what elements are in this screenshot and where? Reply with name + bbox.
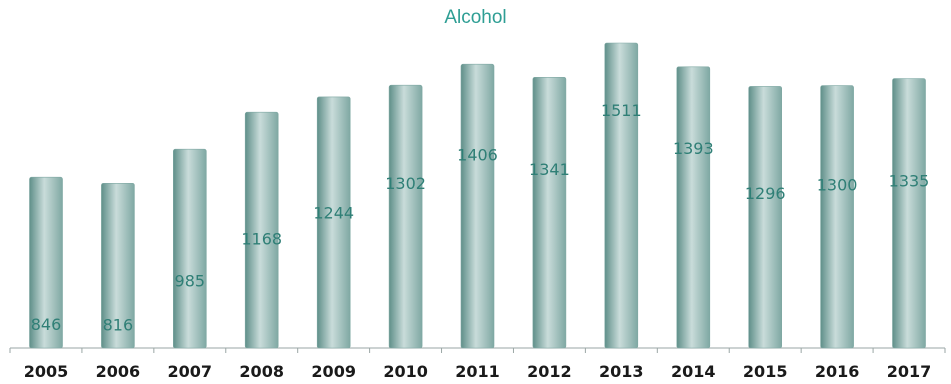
x-tick-label-2006: 2006 <box>96 362 141 381</box>
x-tick-label-2015: 2015 <box>743 362 788 381</box>
x-tick-label-2013: 2013 <box>599 362 644 381</box>
x-tick-label-2007: 2007 <box>168 362 213 381</box>
data-label-2011: 1406 <box>457 146 498 165</box>
x-axis-ticks <box>9 348 946 353</box>
x-tick-label-2016: 2016 <box>815 362 860 381</box>
data-label-2015: 1296 <box>745 184 786 203</box>
bar-2009 <box>316 96 351 349</box>
bars <box>29 42 926 349</box>
data-label-2007: 985 <box>175 271 206 290</box>
x-tick-label-2010: 2010 <box>383 362 428 381</box>
bar-2014 <box>676 66 711 349</box>
bar-2005 <box>29 176 63 349</box>
bar-2013 <box>604 42 639 349</box>
data-label-2013: 1511 <box>601 101 642 120</box>
x-tick-label-2008: 2008 <box>239 362 284 381</box>
data-label-2010: 1302 <box>385 174 426 193</box>
x-tick-label-2017: 2017 <box>887 362 932 381</box>
x-tick-label-2011: 2011 <box>455 362 500 381</box>
x-tick-label-2005: 2005 <box>24 362 69 381</box>
bar-2007 <box>173 148 207 349</box>
chart-title: Alcohol <box>444 7 507 28</box>
data-labels: 846 816 985 1168 1244 1302 1406 1341 1511 1393 129… <box>31 101 930 335</box>
data-label-2016: 1300 <box>817 176 858 195</box>
data-label-2009: 1244 <box>313 204 354 223</box>
data-label-2008: 1168 <box>241 229 282 248</box>
data-label-2006: 816 <box>103 316 134 335</box>
data-label-2017: 1335 <box>889 171 930 190</box>
bar-2010 <box>388 84 423 349</box>
bar-2008 <box>244 111 279 349</box>
x-axis-tick-labels: 2005 2006 2007 2008 2009 2010 2011 2012 2013 2014… <box>24 362 932 381</box>
bar-2011 <box>460 63 495 349</box>
bar-2016 <box>820 85 854 349</box>
x-tick-label-2009: 2009 <box>311 362 356 381</box>
bar-2017 <box>892 78 926 349</box>
x-tick-label-2014: 2014 <box>671 362 716 381</box>
bar-2012 <box>532 77 567 349</box>
x-tick-label-2012: 2012 <box>527 362 572 381</box>
bar-2015 <box>748 86 783 349</box>
data-label-2005: 846 <box>31 315 62 334</box>
bar-2006 <box>101 183 135 349</box>
data-label-2014: 1393 <box>673 139 714 158</box>
data-label-2012: 1341 <box>529 160 570 179</box>
